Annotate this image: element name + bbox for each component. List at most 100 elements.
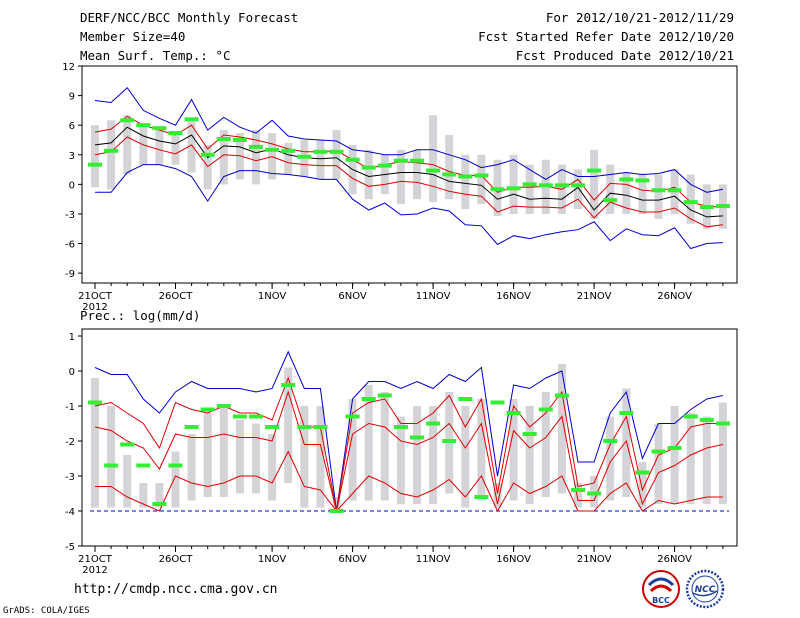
- forecast-mark: [490, 187, 505, 192]
- forecast-mark: [410, 158, 424, 163]
- ensemble-bar: [574, 169, 582, 210]
- forecast-mark: [554, 183, 569, 188]
- forecast-mark: [232, 137, 247, 142]
- ensemble-bar: [123, 115, 132, 175]
- ensemble-bar: [493, 483, 502, 508]
- ensemble-bar: [606, 164, 615, 214]
- forecast-mark: [120, 118, 135, 123]
- forecast-mark: [715, 204, 730, 209]
- ncc-logo: NCC: [685, 569, 725, 609]
- forecast-mark: [699, 418, 714, 422]
- forecast-mark: [490, 400, 505, 405]
- ensemble-bar: [654, 423, 663, 504]
- y-tick-label: -1: [65, 402, 75, 413]
- ensemble-bar: [219, 130, 228, 185]
- x-tick-label: 26NOV: [657, 291, 692, 302]
- ensemble-bar: [348, 399, 357, 501]
- forecast-mark: [651, 449, 666, 454]
- forecast-mark: [393, 158, 408, 163]
- ensemble-bar: [332, 497, 341, 508]
- forecast-mark: [345, 157, 360, 162]
- ncc-logo-text: NCC: [695, 585, 716, 595]
- forecast-mark: [184, 117, 199, 122]
- website-url[interactable]: http://cmdp.ncc.cma.gov.cn: [74, 582, 278, 597]
- ensemble-bar: [91, 125, 99, 188]
- ensemble-bar: [139, 483, 148, 508]
- forecast-mark: [699, 205, 714, 210]
- ensemble-bar: [461, 154, 470, 210]
- x-year-label: 2012: [82, 302, 107, 313]
- x-tick-label: 26NOV: [657, 554, 692, 565]
- ensemble-bar: [316, 139, 325, 180]
- forecast-mark: [265, 147, 280, 152]
- y-tick-label: -3: [65, 472, 75, 483]
- ensemble-bar: [525, 406, 534, 504]
- ensemble-bar: [219, 406, 228, 497]
- ensemble-bar: [284, 367, 293, 483]
- ensemble-bar: [622, 172, 631, 214]
- ensemble-bar: [429, 115, 438, 203]
- forecast-mark: [152, 502, 167, 506]
- forecast-mark: [522, 432, 537, 436]
- member-size-label: Member Size=40: [80, 29, 186, 44]
- plot-frame: [81, 65, 738, 284]
- forecast-mark: [410, 435, 424, 440]
- forecast-mark: [651, 188, 666, 193]
- x-tick-label: 1NOV: [258, 291, 287, 302]
- ensemble-bar: [445, 135, 454, 200]
- forecast-mark: [683, 414, 698, 419]
- forecast-mark: [603, 198, 618, 203]
- ensemble-bar: [252, 130, 260, 185]
- y-tick-label: 3: [69, 151, 75, 162]
- ensemble-bar: [718, 402, 727, 504]
- y-tick-label: 1: [69, 332, 75, 343]
- forecast-mark: [571, 488, 585, 492]
- fcst-started-date: Fcst Started Refer Date 2012/10/20: [478, 29, 734, 44]
- forecast-mark: [329, 509, 344, 513]
- forecast-mark: [232, 414, 247, 419]
- y-tick-label: 6: [69, 121, 75, 132]
- ensemble-bar: [429, 406, 438, 504]
- series-line-median: [94, 126, 723, 218]
- y-tick-label: -3: [65, 210, 75, 221]
- series-line-p10: [94, 136, 723, 228]
- forecast-mark: [554, 393, 569, 398]
- ensemble-bar: [235, 420, 244, 494]
- ensemble-bar: [364, 149, 373, 200]
- forecast-mark: [538, 183, 553, 188]
- forecast-mark: [265, 425, 280, 429]
- chart-title: DERF/NCC/BCC Monthly Forecast: [80, 10, 299, 25]
- ensemble-bar: [686, 174, 695, 224]
- forecast-mark: [458, 174, 473, 179]
- ensemble-bar: [413, 406, 421, 504]
- ensemble-bar: [638, 174, 647, 214]
- forecast-mark: [136, 463, 151, 468]
- forecast-mark: [426, 168, 441, 173]
- forecast-mark: [426, 421, 441, 426]
- forecast-mark: [377, 393, 392, 398]
- ensemble-bar: [509, 399, 518, 501]
- bcc-logo: BCC: [642, 570, 680, 608]
- forecast-mark: [587, 168, 602, 173]
- forecast-mark: [104, 148, 119, 153]
- ensemble-bar: [187, 434, 196, 501]
- forecast-mark: [619, 177, 634, 182]
- forecast-mark: [361, 397, 376, 401]
- y-tick-label: 0: [69, 180, 75, 191]
- ensemble-bar: [171, 451, 180, 508]
- ensemble-bar: [268, 434, 277, 501]
- forecast-mark: [587, 491, 602, 496]
- ensemble-bar: [107, 120, 116, 190]
- series-line-min: [95, 164, 723, 250]
- x-tick-label: 1NOV: [258, 554, 287, 565]
- forecast-mark: [603, 439, 618, 443]
- ensemble-bar: [396, 149, 405, 205]
- ensemble-bar: [477, 154, 486, 205]
- ensemble-bar: [107, 406, 116, 508]
- ensemble-bar: [654, 174, 663, 219]
- forecast-mark: [522, 182, 537, 187]
- ensemble-bar: [477, 399, 486, 501]
- fcst-produced-date: Fcst Produced Date 2012/10/21: [515, 48, 734, 63]
- bcc-logo-text: BCC: [652, 596, 670, 605]
- ensemble-bar: [638, 462, 647, 508]
